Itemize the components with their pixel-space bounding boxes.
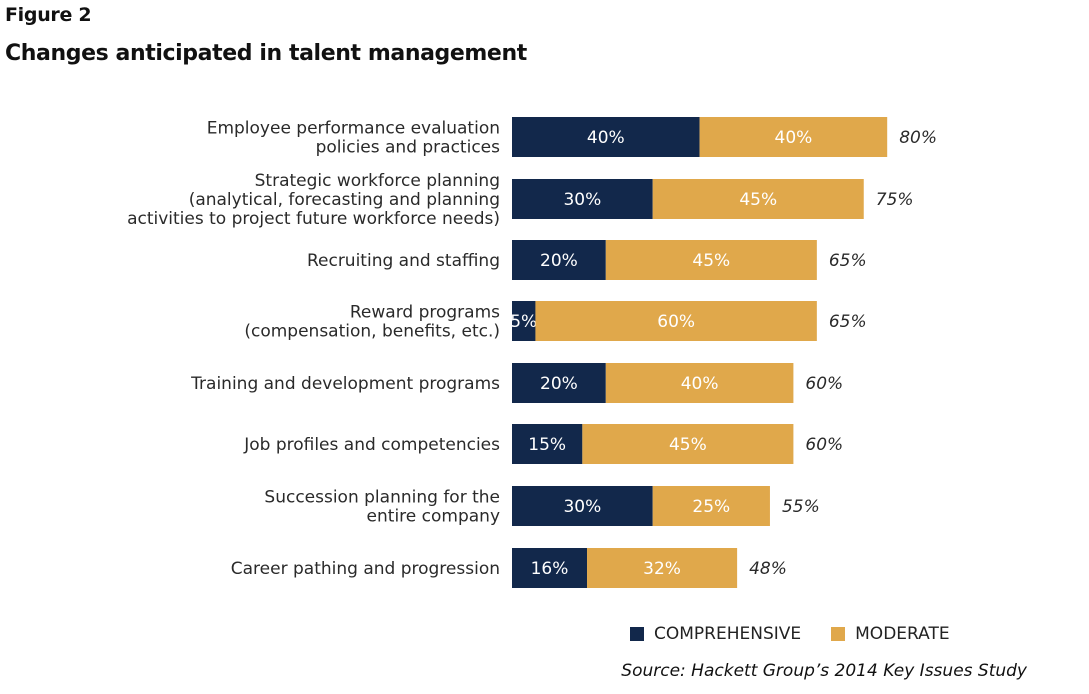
bar-segment-moderate [605,240,817,280]
segment-value-label: 45% [669,435,707,455]
bar-segment-comprehensive [512,548,588,588]
bar-segment-comprehensive [512,486,653,526]
bar-segment-moderate [605,363,794,403]
bar-segment-moderate [699,117,888,157]
total-value-label: 55% [782,497,820,517]
category-label: Reward programs (compensation, benefits, … [244,303,500,342]
legend-item-moderate: MODERATE [831,624,950,644]
legend-item-comprehensive: COMPREHENSIVE [630,624,801,644]
figure-label: Figure 2 [5,4,92,26]
segment-value-label: 30% [563,190,601,210]
segment-value-label: 16% [531,559,569,579]
legend-label-moderate: MODERATE [855,624,950,644]
bar-segment-comprehensive [512,240,606,280]
legend-swatch-comprehensive [630,627,644,641]
segment-value-label: 5% [510,312,537,332]
legend: COMPREHENSIVE MODERATE [630,624,980,644]
segment-value-label: 40% [681,374,719,394]
bar-segment-moderate [587,548,738,588]
segment-value-label: 40% [775,128,813,148]
category-label: Strategic workforce planning (analytical,… [127,171,500,229]
total-value-label: 65% [829,312,867,332]
segment-value-label: 20% [540,251,578,271]
bar-segment-comprehensive [512,301,536,341]
segment-value-label: 15% [528,435,566,455]
bar-segment-moderate [582,424,794,464]
bar-segment-comprehensive [512,179,653,219]
total-value-label: 60% [805,435,843,455]
category-label: Recruiting and staffing [307,251,500,271]
total-value-label: 65% [829,251,867,271]
segment-value-label: 32% [643,559,681,579]
bar-segment-moderate [652,179,864,219]
segment-value-label: 30% [563,497,601,517]
bar-segment-moderate [535,301,817,341]
category-label: Job profiles and competencies [243,435,500,455]
category-label: Employee performance evaluation policies … [207,119,500,158]
segment-value-label: 60% [657,312,695,332]
segment-value-label: 25% [692,497,730,517]
chart-title: Changes anticipated in talent management [5,41,527,66]
total-value-label: 75% [876,190,914,210]
bar-segment-comprehensive [512,117,700,157]
legend-label-comprehensive: COMPREHENSIVE [654,624,802,644]
bar-segment-moderate [652,486,770,526]
total-value-label: 48% [749,559,787,579]
total-value-label: 80% [899,128,937,148]
segment-value-label: 45% [692,251,730,271]
bar-segment-comprehensive [512,424,583,464]
segment-value-label: 45% [739,190,777,210]
segment-value-label: 20% [540,374,578,394]
category-label: Succession planning for the entire compan… [264,488,500,527]
bar-segment-comprehensive [512,363,606,403]
source-note: Source: Hackett Group’s 2014 Key Issues … [621,661,1027,681]
category-label: Career pathing and progression [231,559,500,579]
total-value-label: 60% [805,374,843,394]
legend-swatch-moderate [831,627,846,641]
category-label: Training and development programs [190,374,500,394]
segment-value-label: 40% [587,128,625,148]
